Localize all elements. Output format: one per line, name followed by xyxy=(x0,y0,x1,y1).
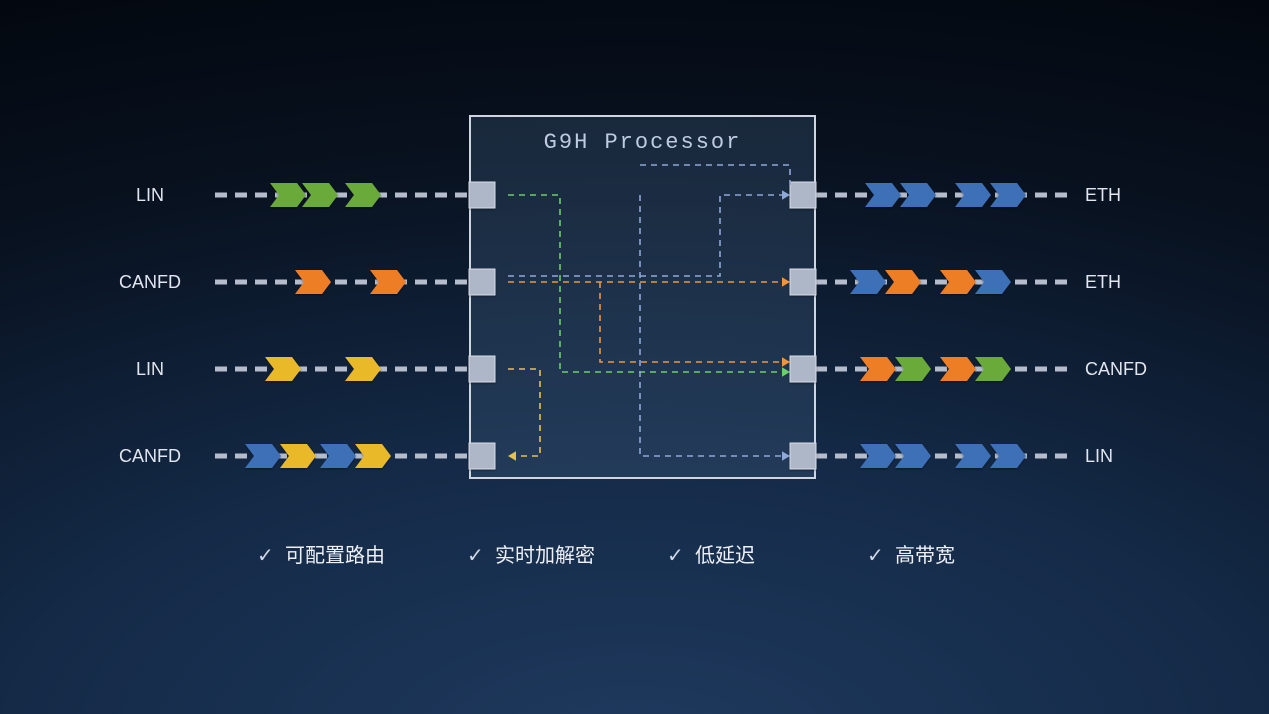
check-icon: ✓ xyxy=(257,545,274,567)
diagram-canvas: G9H Processor LIN CANFD LIN CANFD ETH ETH CANF… xyxy=(0,0,1269,714)
feature-label: 可配置路由 xyxy=(285,544,385,567)
right-io-label: LIN xyxy=(1085,446,1113,466)
left-io-label: CANFD xyxy=(119,446,181,466)
processor-title-text: G9H Processor xyxy=(544,130,742,155)
right-io-label: CANFD xyxy=(1085,359,1147,379)
right-io-label: ETH xyxy=(1085,272,1121,292)
feature-label: 低延迟 xyxy=(695,544,755,567)
left-io-label: LIN xyxy=(136,185,164,205)
check-icon: ✓ xyxy=(667,545,684,567)
processor-box: G9H Processor xyxy=(469,116,816,478)
feature-label: 高带宽 xyxy=(895,544,955,567)
left-io-label: LIN xyxy=(136,359,164,379)
check-icon: ✓ xyxy=(867,545,884,567)
feature-label: 实时加解密 xyxy=(495,544,595,567)
left-io-label: CANFD xyxy=(119,272,181,292)
right-io-label: ETH xyxy=(1085,185,1121,205)
check-icon: ✓ xyxy=(467,545,484,567)
feature-list: ✓ 可配置路由 ✓ 实时加解密 ✓ 低延迟 ✓ 高带宽 xyxy=(257,544,955,567)
